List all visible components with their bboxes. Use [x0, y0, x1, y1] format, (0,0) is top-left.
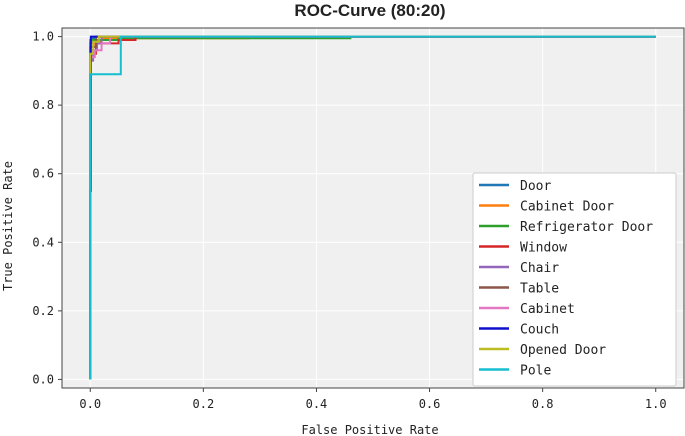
x-axis-label: False Positive Rate [301, 423, 438, 436]
x-tick-label: 0.0 [79, 397, 101, 411]
legend-entry: Refrigerator Door [520, 220, 653, 235]
legend-entry: Pole [520, 364, 551, 379]
legend-entry: Cabinet [520, 302, 575, 317]
y-tick-label: 1.0 [32, 30, 54, 44]
legend-entry: Couch [520, 323, 559, 338]
legend-entry: Table [520, 282, 559, 297]
y-tick-label: 0.2 [32, 304, 54, 318]
legend-entry: Window [520, 241, 567, 256]
y-tick-label: 0.0 [32, 372, 54, 386]
series-lines [89, 35, 656, 380]
legend-entry: Opened Door [520, 343, 606, 358]
x-tick-label: 1.0 [645, 397, 667, 411]
legend-box [472, 172, 677, 387]
y-tick-label: 0.8 [32, 98, 54, 112]
y-tick-label: 0.6 [32, 167, 54, 181]
legend-entry: Chair [520, 261, 559, 276]
y-tick-label: 0.4 [32, 235, 54, 249]
axis-ticks: 0.0 0.2 0.4 0.6 0.8 1.0 0.0 0.2 0.4 0.6 0.8 1.0 [32, 30, 666, 411]
legend-entry: Cabinet Door [520, 200, 614, 215]
x-tick-label: 0.2 [193, 397, 215, 411]
legend-entry: Door [520, 179, 551, 194]
plot-frame [61, 27, 685, 389]
x-tick-label: 0.8 [532, 397, 554, 411]
legend: Door Cabinet Door Refrigerator Door Window C… [472, 172, 677, 387]
x-tick-label: 0.4 [306, 397, 328, 411]
series-line-pole [89, 35, 656, 380]
chart-title: ROC-Curve (80:20) [294, 1, 445, 20]
series-line-opened-door [89, 35, 656, 380]
x-tick-label: 0.6 [419, 397, 441, 411]
y-axis-label: True Positive Rate [1, 161, 15, 291]
